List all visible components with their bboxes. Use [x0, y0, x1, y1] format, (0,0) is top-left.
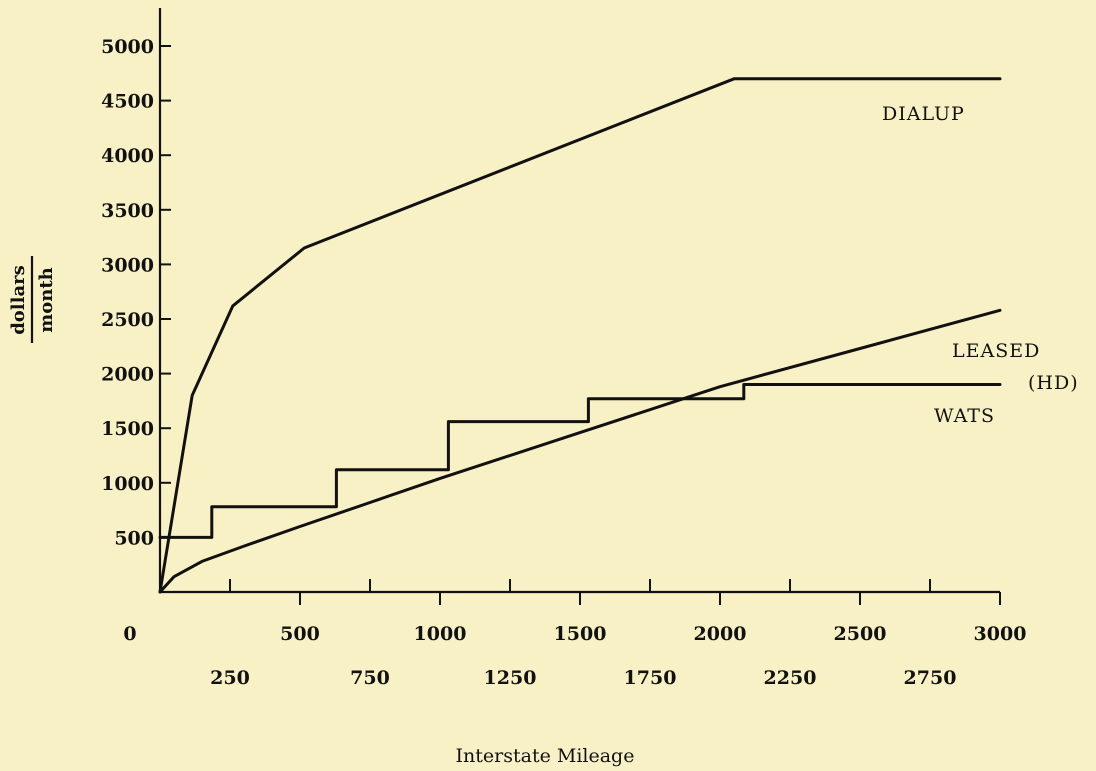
y-axis-label-numerator: dollars	[8, 265, 29, 335]
x-ticks: 500 1000 1500 2000 2500 3000 250 750 1250 1750 225…	[210, 579, 1026, 689]
series-line-leased-hd	[158, 308, 1002, 594]
x-tick-label-2750: 2750	[904, 667, 957, 689]
x-tick-label-750: 750	[350, 667, 390, 689]
y-axis: 500 1000 1500 2000 2500 3000 3500 4000 4500 5000	[101, 8, 171, 592]
x-tick-label-1750: 1750	[624, 667, 677, 689]
y-axis-label: dollars month	[8, 256, 57, 343]
x-tick-label-2000: 2000	[694, 623, 747, 645]
y-ticks: 500 1000 1500 2000 2500 3000 3500 4000 4500 5000	[101, 36, 171, 549]
x-axis: 500 1000 1500 2000 2500 3000 250 750 1250 1750 225…	[160, 579, 1026, 689]
y-tick-label-3500: 3500	[101, 200, 154, 222]
y-tick-label-5000: 5000	[101, 36, 154, 58]
series-group	[158, 77, 1002, 594]
series-line-dialup	[158, 77, 1002, 594]
x-tick-label-2500: 2500	[834, 623, 887, 645]
x-tick-label-1250: 1250	[484, 667, 537, 689]
y-tick-label-4000: 4000	[101, 145, 154, 167]
x-tick-label-1500: 1500	[554, 623, 607, 645]
annotation-hd: (HD)	[1028, 372, 1079, 394]
x-tick-label-3000: 3000	[974, 623, 1027, 645]
y-tick-label-1500: 1500	[101, 418, 154, 440]
y-tick-label-4500: 4500	[101, 91, 154, 113]
annotation-leased: LEASED	[952, 340, 1040, 362]
x-axis-label: Interstate Mileage	[456, 745, 635, 767]
y-tick-label-1000: 1000	[101, 473, 154, 495]
y-axis-label-denominator: month	[36, 267, 57, 333]
x-tick-label-500: 500	[280, 623, 320, 645]
x-origin-label: 0	[123, 623, 136, 645]
annotation-wats: WATS	[934, 405, 995, 427]
y-tick-label-2500: 2500	[101, 309, 154, 331]
y-tick-label-500: 500	[114, 527, 154, 549]
x-tick-label-250: 250	[210, 667, 250, 689]
series-line-wats	[158, 383, 1002, 539]
y-tick-label-3000: 3000	[101, 254, 154, 276]
x-tick-label-1000: 1000	[414, 623, 467, 645]
annotation-dialup: DIALUP	[882, 103, 965, 125]
x-tick-label-2250: 2250	[764, 667, 817, 689]
y-tick-label-2000: 2000	[101, 364, 154, 386]
